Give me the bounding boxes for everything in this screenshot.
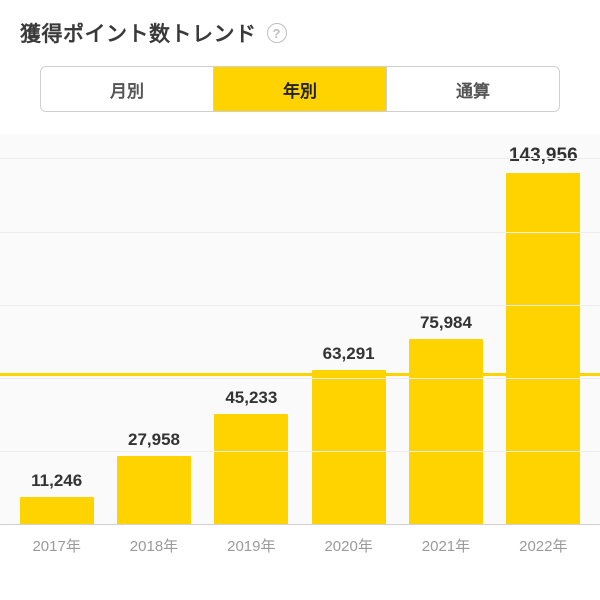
bar — [20, 497, 94, 524]
chart-gridline — [0, 451, 600, 452]
tab-1[interactable]: 年別 — [213, 67, 386, 111]
bar-value-label: 11,246 — [31, 471, 82, 491]
chart-gridline — [0, 158, 600, 159]
bar-slot: 27,958 — [105, 134, 202, 524]
header: 獲得ポイント数トレンド ? — [0, 0, 600, 62]
page-title: 獲得ポイント数トレンド — [20, 18, 257, 48]
bar-value-label: 143,956 — [509, 145, 578, 167]
bar-slot: 75,984 — [397, 134, 494, 524]
tabs: 月別年別通算 — [40, 66, 560, 112]
chart-gridline — [0, 305, 600, 306]
chart-bars: 11,246 27,958 45,233 63,291 75,984 143,956 — [0, 134, 600, 524]
bar-slot: 143,956 — [495, 134, 592, 524]
points-trend-chart: 11,246 27,958 45,233 63,291 75,984 143,956 20… — [0, 134, 600, 564]
x-axis-tick: 2020年 — [300, 525, 397, 564]
x-axis-tick: 2018年 — [105, 525, 202, 564]
bar-slot: 11,246 — [8, 134, 105, 524]
x-axis-tick: 2017年 — [8, 525, 105, 564]
bar — [506, 173, 580, 524]
bar — [117, 456, 191, 524]
bar-value-label: 45,233 — [225, 388, 277, 408]
bar — [409, 339, 483, 524]
bar-value-label: 27,958 — [128, 430, 180, 450]
help-icon[interactable]: ? — [267, 23, 287, 43]
tab-0[interactable]: 月別 — [41, 67, 213, 111]
bar-value-label: 63,291 — [323, 344, 375, 364]
chart-plot-area: 11,246 27,958 45,233 63,291 75,984 143,956 — [0, 134, 600, 524]
x-axis-tick: 2022年 — [495, 525, 592, 564]
bar-slot: 63,291 — [300, 134, 397, 524]
chart-average-line — [0, 373, 600, 376]
chart-gridline — [0, 232, 600, 233]
x-axis-tick: 2019年 — [203, 525, 300, 564]
bar-value-label: 75,984 — [420, 313, 472, 333]
x-axis-tick: 2021年 — [397, 525, 494, 564]
chart-x-axis: 2017年2018年2019年2020年2021年2022年 — [0, 524, 600, 564]
bar-slot: 45,233 — [203, 134, 300, 524]
chart-gridline — [0, 378, 600, 379]
tab-2[interactable]: 通算 — [386, 67, 559, 111]
bar — [312, 370, 386, 524]
bar — [214, 414, 288, 524]
